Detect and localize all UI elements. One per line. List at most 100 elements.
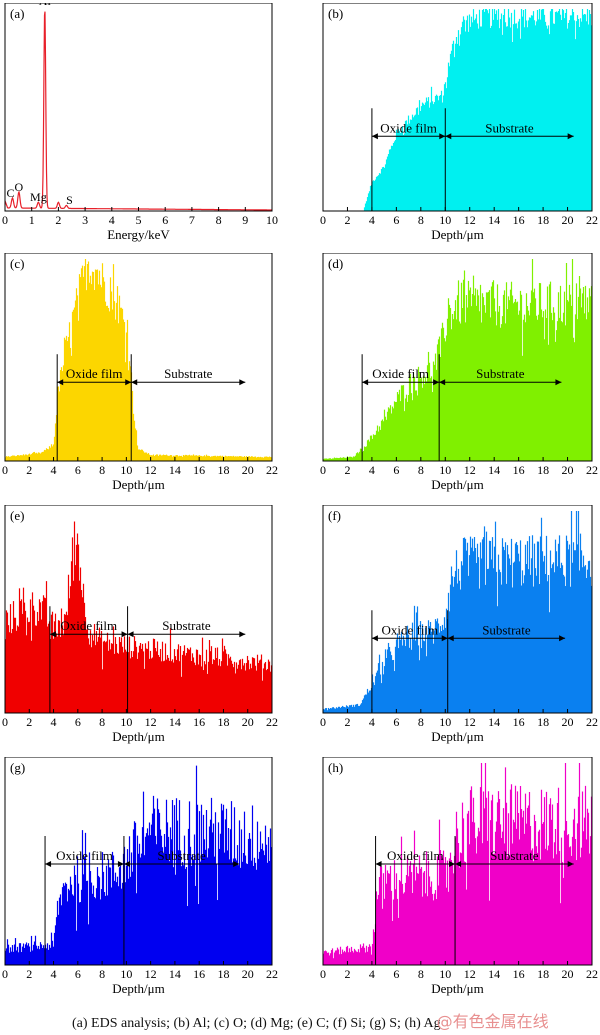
x-tick-label: 18 [537, 213, 549, 227]
x-axis-label: Depth/μm [112, 729, 164, 744]
x-tick-label: 14 [488, 967, 500, 981]
x-tick-label: 20 [562, 463, 574, 477]
x-tick-label: 0 [2, 715, 8, 729]
substrate-label: Substrate [482, 622, 531, 637]
x-tick-label: 14 [169, 967, 181, 981]
x-tick-label: 0 [320, 463, 326, 477]
panel-d: Oxide film Substrate (d) 0 2 4 6 8 10 12 14 16 18 20 2… [318, 252, 599, 508]
oxide-film-label: Oxide film [60, 618, 117, 633]
arrowhead [45, 861, 52, 867]
x-tick-label: 12 [464, 213, 476, 227]
oxide-film-label: Oxide film [56, 848, 113, 863]
substrate-label: Substrate [164, 366, 213, 381]
panel-label: (e) [10, 508, 24, 523]
x-tick-label: 6 [75, 463, 81, 477]
x-tick-label: 12 [464, 463, 476, 477]
x-tick-label: 8 [99, 715, 105, 729]
x-tick-label: 10 [120, 967, 132, 981]
x-tick-label: 10 [439, 715, 451, 729]
arrowhead [567, 861, 574, 867]
panel-h: Oxide film Substrate (h) 0 2 4 6 8 10 12 14 16 18 20 2… [318, 756, 599, 1012]
arrowhead [455, 861, 462, 867]
x-tick-label: 18 [217, 463, 229, 477]
x-tick-label: 10 [120, 463, 132, 477]
x-tick-label: 8 [418, 967, 424, 981]
x-tick-label: 14 [488, 715, 500, 729]
arrowhead [121, 631, 128, 638]
arrowhead [127, 631, 134, 638]
x-tick-label: 20 [562, 715, 574, 729]
x-tick-label: 16 [193, 967, 205, 981]
plot-frame [322, 756, 593, 966]
arrowhead [362, 379, 369, 386]
x-tick-label: 22 [266, 715, 278, 729]
x-tick-label: 22 [266, 967, 278, 981]
x-tick-label: 10 [439, 967, 451, 981]
oxide-film-label: Oxide film [381, 622, 438, 637]
x-axis-label: Depth/μm [431, 981, 483, 996]
x-tick-label: 18 [537, 967, 549, 981]
chart-e: Oxide film Substrate (e) 0 2 4 6 8 10 12 14 16 18 20 2… [2, 504, 278, 744]
arrowhead [125, 379, 132, 386]
substrate-label: Substrate [490, 848, 539, 863]
x-tick-label: 10 [439, 463, 451, 477]
substrate-label: Substrate [157, 848, 206, 863]
x-tick-label: 16 [513, 715, 525, 729]
x-tick-label: 6 [393, 967, 399, 981]
x-tick-label: 20 [562, 213, 574, 227]
x-tick-label: 6 [393, 213, 399, 227]
x-tick-label: 4 [369, 715, 375, 729]
x-tick-label: 20 [242, 463, 254, 477]
x-tick-label: 2 [344, 967, 350, 981]
watermark: @有色金属在线 [436, 1012, 549, 1031]
x-tick-label: 6 [393, 715, 399, 729]
x-tick-label: 12 [145, 715, 157, 729]
x-tick-label: 12 [464, 715, 476, 729]
chart-a: CO Mg Al S (a) 0 1 2 3 4 5 6 7 8 9 10 Energy/keV [2, 0, 278, 242]
x-tick-label: 12 [145, 967, 157, 981]
x-tick-label: 10 [266, 213, 278, 227]
x-tick-label: 4 [109, 213, 115, 227]
panel-label: (f) [328, 508, 341, 523]
x-tick-label: 0 [2, 463, 8, 477]
plot-frame [322, 2, 593, 212]
substrate-label: Substrate [162, 618, 211, 633]
x-tick-label: 1 [29, 213, 35, 227]
x-tick-label: 8 [99, 463, 105, 477]
panel-label: (h) [328, 760, 343, 775]
arrowhead [555, 379, 562, 386]
plot-frame [322, 504, 593, 714]
x-tick-label: 6 [393, 463, 399, 477]
arrowhead [375, 861, 382, 867]
x-tick-label: 22 [586, 213, 598, 227]
caption-text: (a) EDS analysis; (b) Al; (c) O; (d) Mg;… [72, 1016, 441, 1031]
panel-label: (d) [328, 256, 343, 271]
figure-caption: (a) EDS analysis; (b) Al; (c) O; (d) Mg;… [72, 1008, 549, 1032]
panel-label: (g) [10, 760, 25, 775]
x-tick-label: 6 [162, 213, 168, 227]
chart-g: Oxide film Substrate (g) 0 2 4 6 8 10 12 14 16 18 20 2… [2, 756, 278, 996]
x-tick-label: 12 [464, 967, 476, 981]
x-tick-label: 12 [145, 463, 157, 477]
panel-a: CO Mg Al S (a) 0 1 2 3 4 5 6 7 8 9 10 Energy/keV [0, 0, 279, 258]
panel-label: (b) [328, 6, 343, 21]
x-tick-label: 4 [51, 463, 57, 477]
x-tick-label: 9 [242, 213, 248, 227]
arrowhead [371, 635, 378, 642]
oxide-film-label: Oxide film [387, 848, 444, 863]
x-tick-label: 8 [418, 715, 424, 729]
x-tick-label: 18 [217, 715, 229, 729]
arrowhead [117, 861, 124, 867]
peak-label-o: O [15, 180, 24, 194]
panel-label: (c) [10, 256, 24, 271]
x-tick-label: 18 [217, 967, 229, 981]
x-tick-label: 4 [369, 967, 375, 981]
x-tick-label: 0 [2, 967, 8, 981]
oxide-film-label: Oxide film [372, 366, 429, 381]
panel-b: Oxide film Substrate (b) 0 2 4 6 8 10 12 14 16 18 20 2… [318, 2, 599, 258]
substrate-label: Substrate [485, 120, 534, 135]
arrowhead [433, 379, 440, 386]
arrowhead [123, 861, 130, 867]
x-tick-label: 20 [562, 967, 574, 981]
arrowhead [49, 631, 56, 638]
